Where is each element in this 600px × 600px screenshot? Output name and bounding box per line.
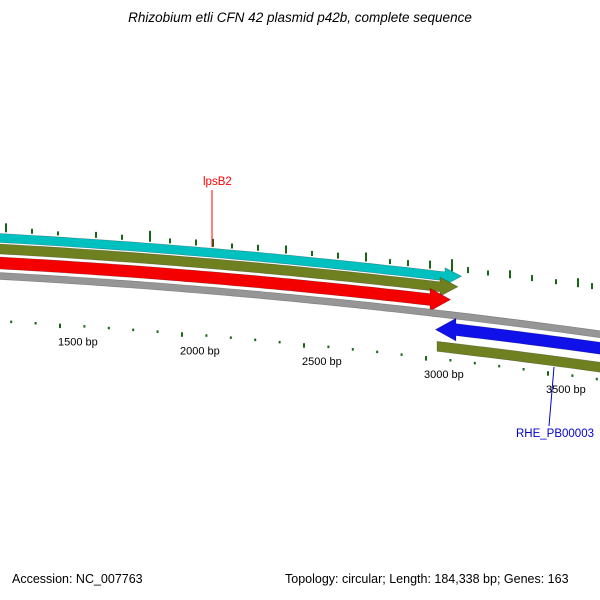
- ruler-label: 3000 bp: [424, 369, 464, 381]
- label-leader-line: [548, 366, 555, 427]
- feature-arc-lpsB2[interactable]: [0, 256, 452, 312]
- feature-arc-cds_cyan_forward[interactable]: [0, 233, 463, 286]
- accession-text: Accession: NC_007763: [12, 572, 143, 586]
- feature-label-lpsB2[interactable]: lpsB2: [203, 176, 232, 188]
- topology-text: Topology: circular; Length: 184,338 bp; …: [285, 572, 569, 586]
- feature-label-RHE_PB00003[interactable]: RHE_PB00003: [516, 428, 594, 440]
- feature-arc-backbone: [0, 272, 600, 339]
- feature-arc-cds_olive_forward[interactable]: [0, 243, 459, 297]
- sequence-title: Rhizobium etli CFN 42 plasmid p42b, comp…: [128, 10, 472, 25]
- ruler-label: 2500 bp: [302, 356, 342, 368]
- ruler-label: 2000 bp: [180, 345, 220, 357]
- ruler-label: 3500 bp: [546, 384, 586, 396]
- feature-arc-RHE_PB00003_blue[interactable]: [434, 317, 600, 356]
- ruler-label: 1500 bp: [58, 337, 98, 349]
- feature-arc-cds_olive_reverse[interactable]: [436, 341, 600, 374]
